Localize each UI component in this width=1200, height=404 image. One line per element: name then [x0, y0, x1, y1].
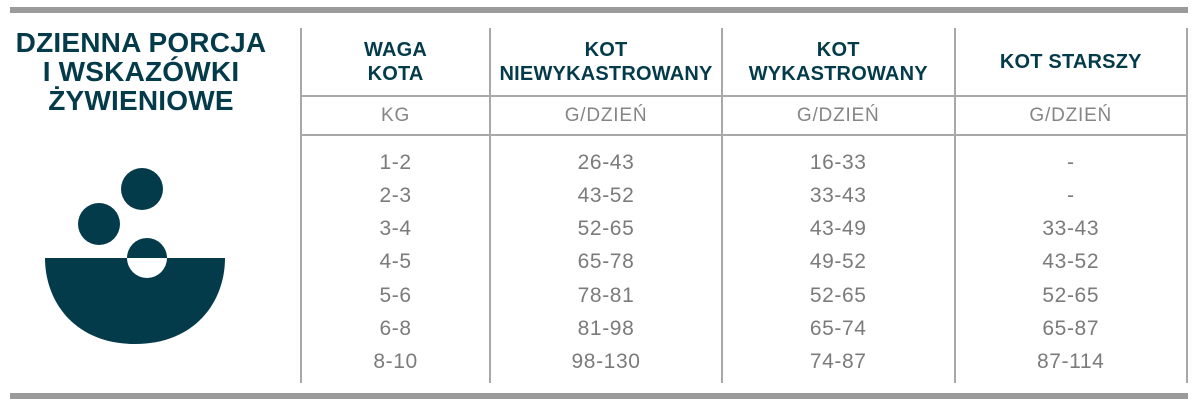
table-cell: 16-33: [809, 151, 867, 174]
table-cell: 33-43: [809, 184, 867, 208]
table-cell: 52-65: [577, 217, 635, 241]
table-cell: 65-74: [809, 316, 867, 340]
table-column: WAGA KOTA KG 1-2 2-3 3-4 4-5 5-6 6-8 8-10: [300, 28, 490, 383]
table-cell: 5-6: [379, 283, 412, 307]
table-cell: 49-52: [809, 250, 867, 274]
feeding-table: WAGA KOTA KG 1-2 2-3 3-4 4-5 5-6 6-8 8-10 KOT NIE…: [300, 28, 1188, 383]
table-cell: 65-87: [1042, 316, 1100, 340]
column-header: KOT STARSZY: [955, 28, 1186, 97]
table-cell: 43-52: [577, 184, 635, 208]
table-cell: 3-4: [379, 217, 412, 241]
table-cell: 81-98: [577, 316, 635, 340]
unit-label: G/DZIEŃ: [722, 97, 954, 136]
table-cell: 43-49: [809, 217, 867, 241]
table-cell: 1-2: [379, 151, 412, 174]
column-values: 16-33 33-43 43-49 49-52 52-65 65-74 74-87: [723, 136, 954, 383]
column-values: 1-2 2-3 3-4 4-5 5-6 6-8 8-10: [302, 136, 489, 383]
unit-label: KG: [302, 97, 490, 136]
unit-label: G/DZIEŃ: [955, 97, 1186, 136]
table-cell: 43-52: [1042, 250, 1100, 274]
table-cell: 98-130: [571, 349, 641, 373]
table-cell: 2-3: [379, 184, 412, 208]
table-cell: 26-43: [577, 151, 635, 174]
top-divider: [10, 7, 1188, 13]
page-title: DZIENNA PORCJA I WSKAZÓWKI ŻYWIENIOWE: [15, 27, 267, 116]
food-bowl-icon: [43, 150, 228, 350]
column-values: - - 33-43 43-52 52-65 65-87 87-114: [956, 136, 1186, 383]
bottom-divider: [10, 393, 1188, 399]
unit-label: G/DZIEŃ: [491, 97, 721, 136]
table-column: KOT NIEWYKASTROWANY G/DZIEŃ 26-43 43-52 52-6…: [489, 28, 721, 383]
table-cell: 33-43: [1042, 217, 1100, 241]
column-header: KOT NIEWYKASTROWANY: [491, 28, 721, 97]
column-values: 26-43 43-52 52-65 65-78 78-81 81-98 98-130: [491, 136, 721, 383]
table-cell: 74-87: [809, 349, 867, 373]
table-cell: 65-78: [577, 250, 635, 274]
table-cell: -: [1066, 151, 1075, 174]
table-cell: 8-10: [373, 349, 418, 373]
table-cell: 78-81: [577, 283, 635, 307]
table-cell: 52-65: [1042, 283, 1100, 307]
table-column: KOT WYKASTROWANY G/DZIEŃ 16-33 33-43 43-49 49…: [720, 28, 954, 383]
table-cell: -: [1066, 184, 1075, 208]
table-cell: 52-65: [809, 283, 867, 307]
left-panel: DZIENNA PORCJA I WSKAZÓWKI ŻYWIENIOWE: [0, 0, 292, 390]
table-cell: 4-5: [379, 250, 412, 274]
table-column: KOT STARSZY G/DZIEŃ - - 33-43 43-52 52-65 65-87…: [953, 28, 1188, 383]
table-cell: 6-8: [379, 316, 412, 340]
column-header: WAGA KOTA: [302, 28, 490, 97]
table-cell: 87-114: [1037, 349, 1105, 373]
column-header: KOT WYKASTROWANY: [722, 28, 954, 97]
